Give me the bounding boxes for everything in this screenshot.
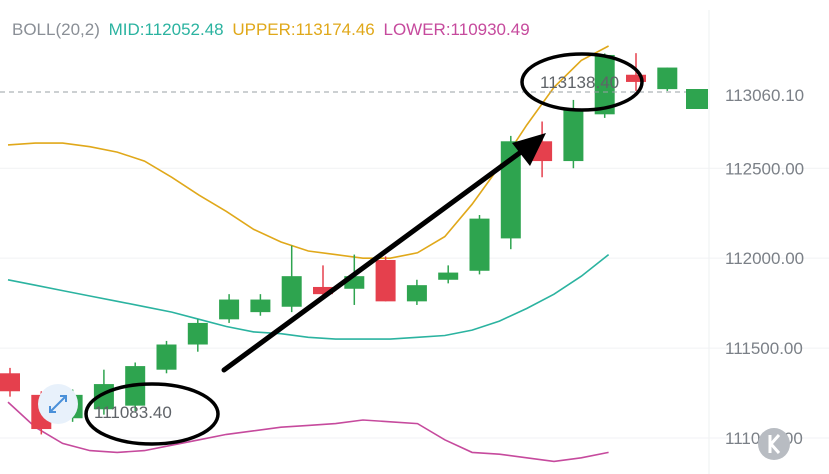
k-logo-icon[interactable] xyxy=(758,428,790,460)
boll-header: BOLL(20,2) MID:112052.48 UPPER:113174.46… xyxy=(12,20,534,40)
high-annotation-label: 113138.40 xyxy=(540,73,619,92)
candle xyxy=(250,294,271,316)
candle-body xyxy=(375,259,396,302)
candle-body xyxy=(250,299,271,313)
candle-body xyxy=(0,373,20,392)
candle-body xyxy=(594,54,615,115)
candle xyxy=(187,319,208,352)
mid-band-line xyxy=(7,253,610,340)
upper-value: UPPER:113174.46 xyxy=(232,20,375,39)
mid-value: MID:112052.48 xyxy=(108,20,224,39)
candle-body xyxy=(563,108,584,162)
low-annotation-circle xyxy=(84,382,220,446)
candle-body xyxy=(406,285,427,302)
candle-body xyxy=(657,67,678,90)
candle-body xyxy=(469,218,490,271)
candle-body xyxy=(313,286,333,295)
candle xyxy=(438,265,459,284)
candle xyxy=(406,279,427,305)
lower-value: LOWER:110930.49 xyxy=(383,20,530,39)
expand-icon[interactable] xyxy=(38,384,78,424)
candle xyxy=(375,256,396,302)
candle xyxy=(313,265,333,298)
candle-body xyxy=(187,322,208,345)
grid-lines xyxy=(0,10,829,474)
candle xyxy=(657,67,678,91)
candle-body xyxy=(281,276,302,307)
current-price-label: 113060.10 xyxy=(725,86,804,105)
y-tick-label: 112500.00 xyxy=(725,159,804,178)
candle-body xyxy=(156,344,177,370)
high-annotation-circle xyxy=(520,52,644,112)
candle xyxy=(469,215,490,275)
candle-body xyxy=(626,74,646,82)
candle xyxy=(156,340,177,374)
candle-body xyxy=(219,299,240,320)
trend-arrow xyxy=(221,133,546,373)
lower-band-line xyxy=(7,401,609,463)
candle xyxy=(281,245,302,313)
indicator-name: BOLL(20,2) xyxy=(12,20,100,39)
candle xyxy=(219,294,240,323)
current-price-badge xyxy=(686,89,708,109)
candle-body xyxy=(438,272,459,280)
y-tick-label: 111500.00 xyxy=(725,339,803,358)
candle xyxy=(0,367,20,397)
low-annotation-label: 111083.40 xyxy=(94,403,172,422)
y-tick-label: 112000.00 xyxy=(725,249,804,268)
